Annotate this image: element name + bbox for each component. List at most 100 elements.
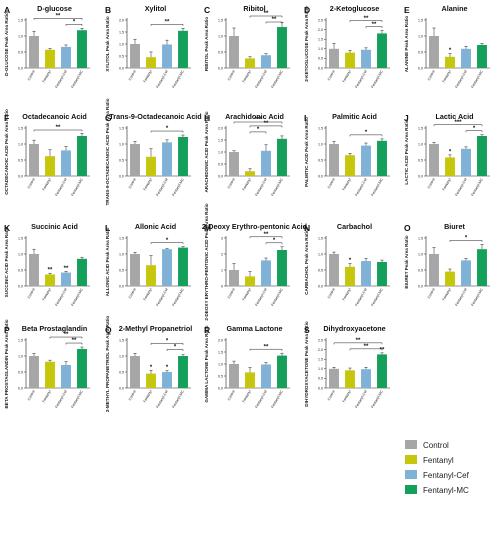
significance-label: **: [64, 332, 69, 338]
bar-fentanyl-cef: [361, 369, 371, 388]
y-tick-label: 1.0: [318, 47, 323, 51]
x-tick-label: Fentanyl-MC: [70, 69, 84, 89]
chart-panel-q: Q 2-Methyl Propanetriol 2-METHYL PROPANETR…: [105, 316, 192, 413]
x-tick-label: Fentanyl-Cef: [254, 287, 267, 306]
x-tick-label: Control: [227, 389, 236, 401]
bar-control: [29, 36, 39, 68]
bar-fentanyl: [45, 274, 55, 286]
bar-fentanyl-cef: [261, 260, 271, 286]
bar-fentanyl: [245, 372, 255, 388]
y-tick-label: 0.0: [418, 66, 423, 70]
y-tick-label: 0.0: [318, 386, 323, 390]
y-tick-label: 0.5: [218, 162, 223, 166]
y-axis-label: ARACHIDONIC ACID Peak Area Ratio: [204, 111, 209, 192]
bar-control: [329, 254, 339, 286]
x-tick-label: Fentanyl-MC: [171, 287, 185, 307]
bar-fentanyl-cef: [261, 150, 271, 176]
y-tick-label: 1.5: [119, 30, 124, 34]
y-tick-label: 0.5: [18, 158, 23, 162]
y-tick-label: 2.0: [119, 18, 124, 22]
y-tick-label: 1.0: [218, 150, 223, 154]
bar-fentanyl-mc: [77, 136, 87, 176]
y-axis-label: DIHYDROXYACETONE Peak Area Ratio: [304, 321, 309, 407]
bar-control: [130, 356, 140, 388]
y-tick-label: 0.0: [119, 66, 124, 70]
x-tick-label: Fentanyl-MC: [470, 287, 484, 307]
y-tick-label: 0.0: [218, 174, 223, 178]
panel-label: H: [204, 113, 210, 123]
bar-fentanyl-mc: [178, 30, 188, 68]
bar-control: [329, 144, 339, 176]
x-tick-label: Fentanyl: [242, 389, 252, 403]
x-tick-label: Fentanyl-Cef: [155, 177, 168, 196]
y-tick-label: 1.0: [18, 34, 23, 38]
x-tick-label: Fentanyl: [42, 287, 52, 301]
bar-fentanyl-mc: [377, 354, 387, 388]
chart-panel-p: P Beta Prostaglandin BETA PROSTAGLANDIN Pe…: [4, 319, 90, 409]
panel-label: A: [4, 5, 10, 15]
chart-panel-e: E Alanine ALANINE Peak Area Ratio 0.0 0.5 1.0…: [404, 4, 490, 89]
y-tick-label: 1.5: [18, 18, 23, 22]
bar-control: [29, 254, 39, 286]
y-tick-label: 0.5: [318, 57, 323, 61]
panel-label: L: [105, 223, 110, 233]
y-tick-label: 0.0: [119, 174, 124, 178]
significance-label: *: [257, 127, 260, 133]
legend-label: Fentanyl-MC: [423, 486, 469, 495]
significance-label: **: [272, 17, 277, 23]
x-tick-label: Fentanyl: [342, 287, 352, 301]
significance-label: **: [264, 11, 269, 17]
x-tick-label: Control: [327, 287, 336, 299]
x-tick-label: Fentanyl-MC: [171, 177, 185, 197]
bar-fentanyl-cef: [461, 48, 471, 68]
panel-label: K: [4, 223, 11, 233]
chart-title: Xylitol: [145, 4, 167, 13]
chart-title: Alanine: [442, 4, 468, 13]
significance-label: **: [364, 16, 369, 22]
panel-label: E: [404, 5, 410, 15]
x-tick-label: Control: [227, 177, 236, 189]
y-tick-label: 2.5: [318, 338, 323, 342]
bar-fentanyl-mc: [77, 348, 87, 388]
x-tick-label: Fentanyl: [242, 287, 252, 301]
chart-panel-l: L Allonic Acid ALLONIC ACID Peak Area Rati…: [105, 222, 191, 307]
y-tick-label: 1.0: [218, 34, 223, 38]
y-tick-label: 1.5: [18, 236, 23, 240]
y-tick-label: 1.5: [119, 126, 124, 130]
x-tick-label: Fentanyl: [442, 69, 452, 83]
y-tick-label: 1.0: [318, 142, 323, 146]
y-tick-label: 0.0: [418, 174, 423, 178]
x-tick-label: Fentanyl-Cef: [354, 389, 367, 408]
y-axis-label: RIBITOL Peak Area Ratio: [204, 17, 209, 71]
chart-title: Ribitol: [243, 4, 265, 13]
bar-fentanyl-cef: [162, 142, 172, 176]
y-tick-label: 1.5: [318, 126, 323, 130]
y-tick-label: 1.5: [218, 138, 223, 142]
bar-fentanyl-mc: [477, 136, 487, 176]
bar-fentanyl-cef: [261, 364, 271, 388]
bar-fentanyl: [345, 370, 355, 388]
y-tick-label: 2.5: [318, 18, 323, 22]
panel-label: O: [404, 223, 411, 233]
significance-label: **: [72, 338, 77, 344]
y-tick-label: 1.5: [318, 236, 323, 240]
y-tick-label: 0.5: [119, 370, 124, 374]
bar-fentanyl: [146, 265, 156, 286]
chart-panel-j: J Lactic Acid LACTIC ACID Peak Area Ratio 0…: [404, 112, 490, 197]
bar-fentanyl: [146, 57, 156, 68]
significance-label: **: [56, 125, 61, 131]
bar-fentanyl: [45, 156, 55, 176]
x-tick-label: Fentanyl-Cef: [254, 389, 267, 408]
chart-title: Gamma Lactone: [227, 324, 283, 333]
y-tick-label: 0.5: [418, 158, 423, 162]
bar-control: [29, 144, 39, 176]
bar-control: [229, 364, 239, 388]
x-tick-label: Control: [27, 177, 36, 189]
chart-panel-r: R Gamma Lactone GAMMA LACTONE Peak Area Ra…: [204, 324, 290, 409]
x-tick-label: Fentanyl: [42, 69, 52, 83]
x-tick-label: Fentanyl-MC: [470, 177, 484, 197]
bar-fentanyl: [345, 266, 355, 286]
y-tick-label: 0.5: [218, 50, 223, 54]
y-tick-label: 0.5: [119, 158, 124, 162]
